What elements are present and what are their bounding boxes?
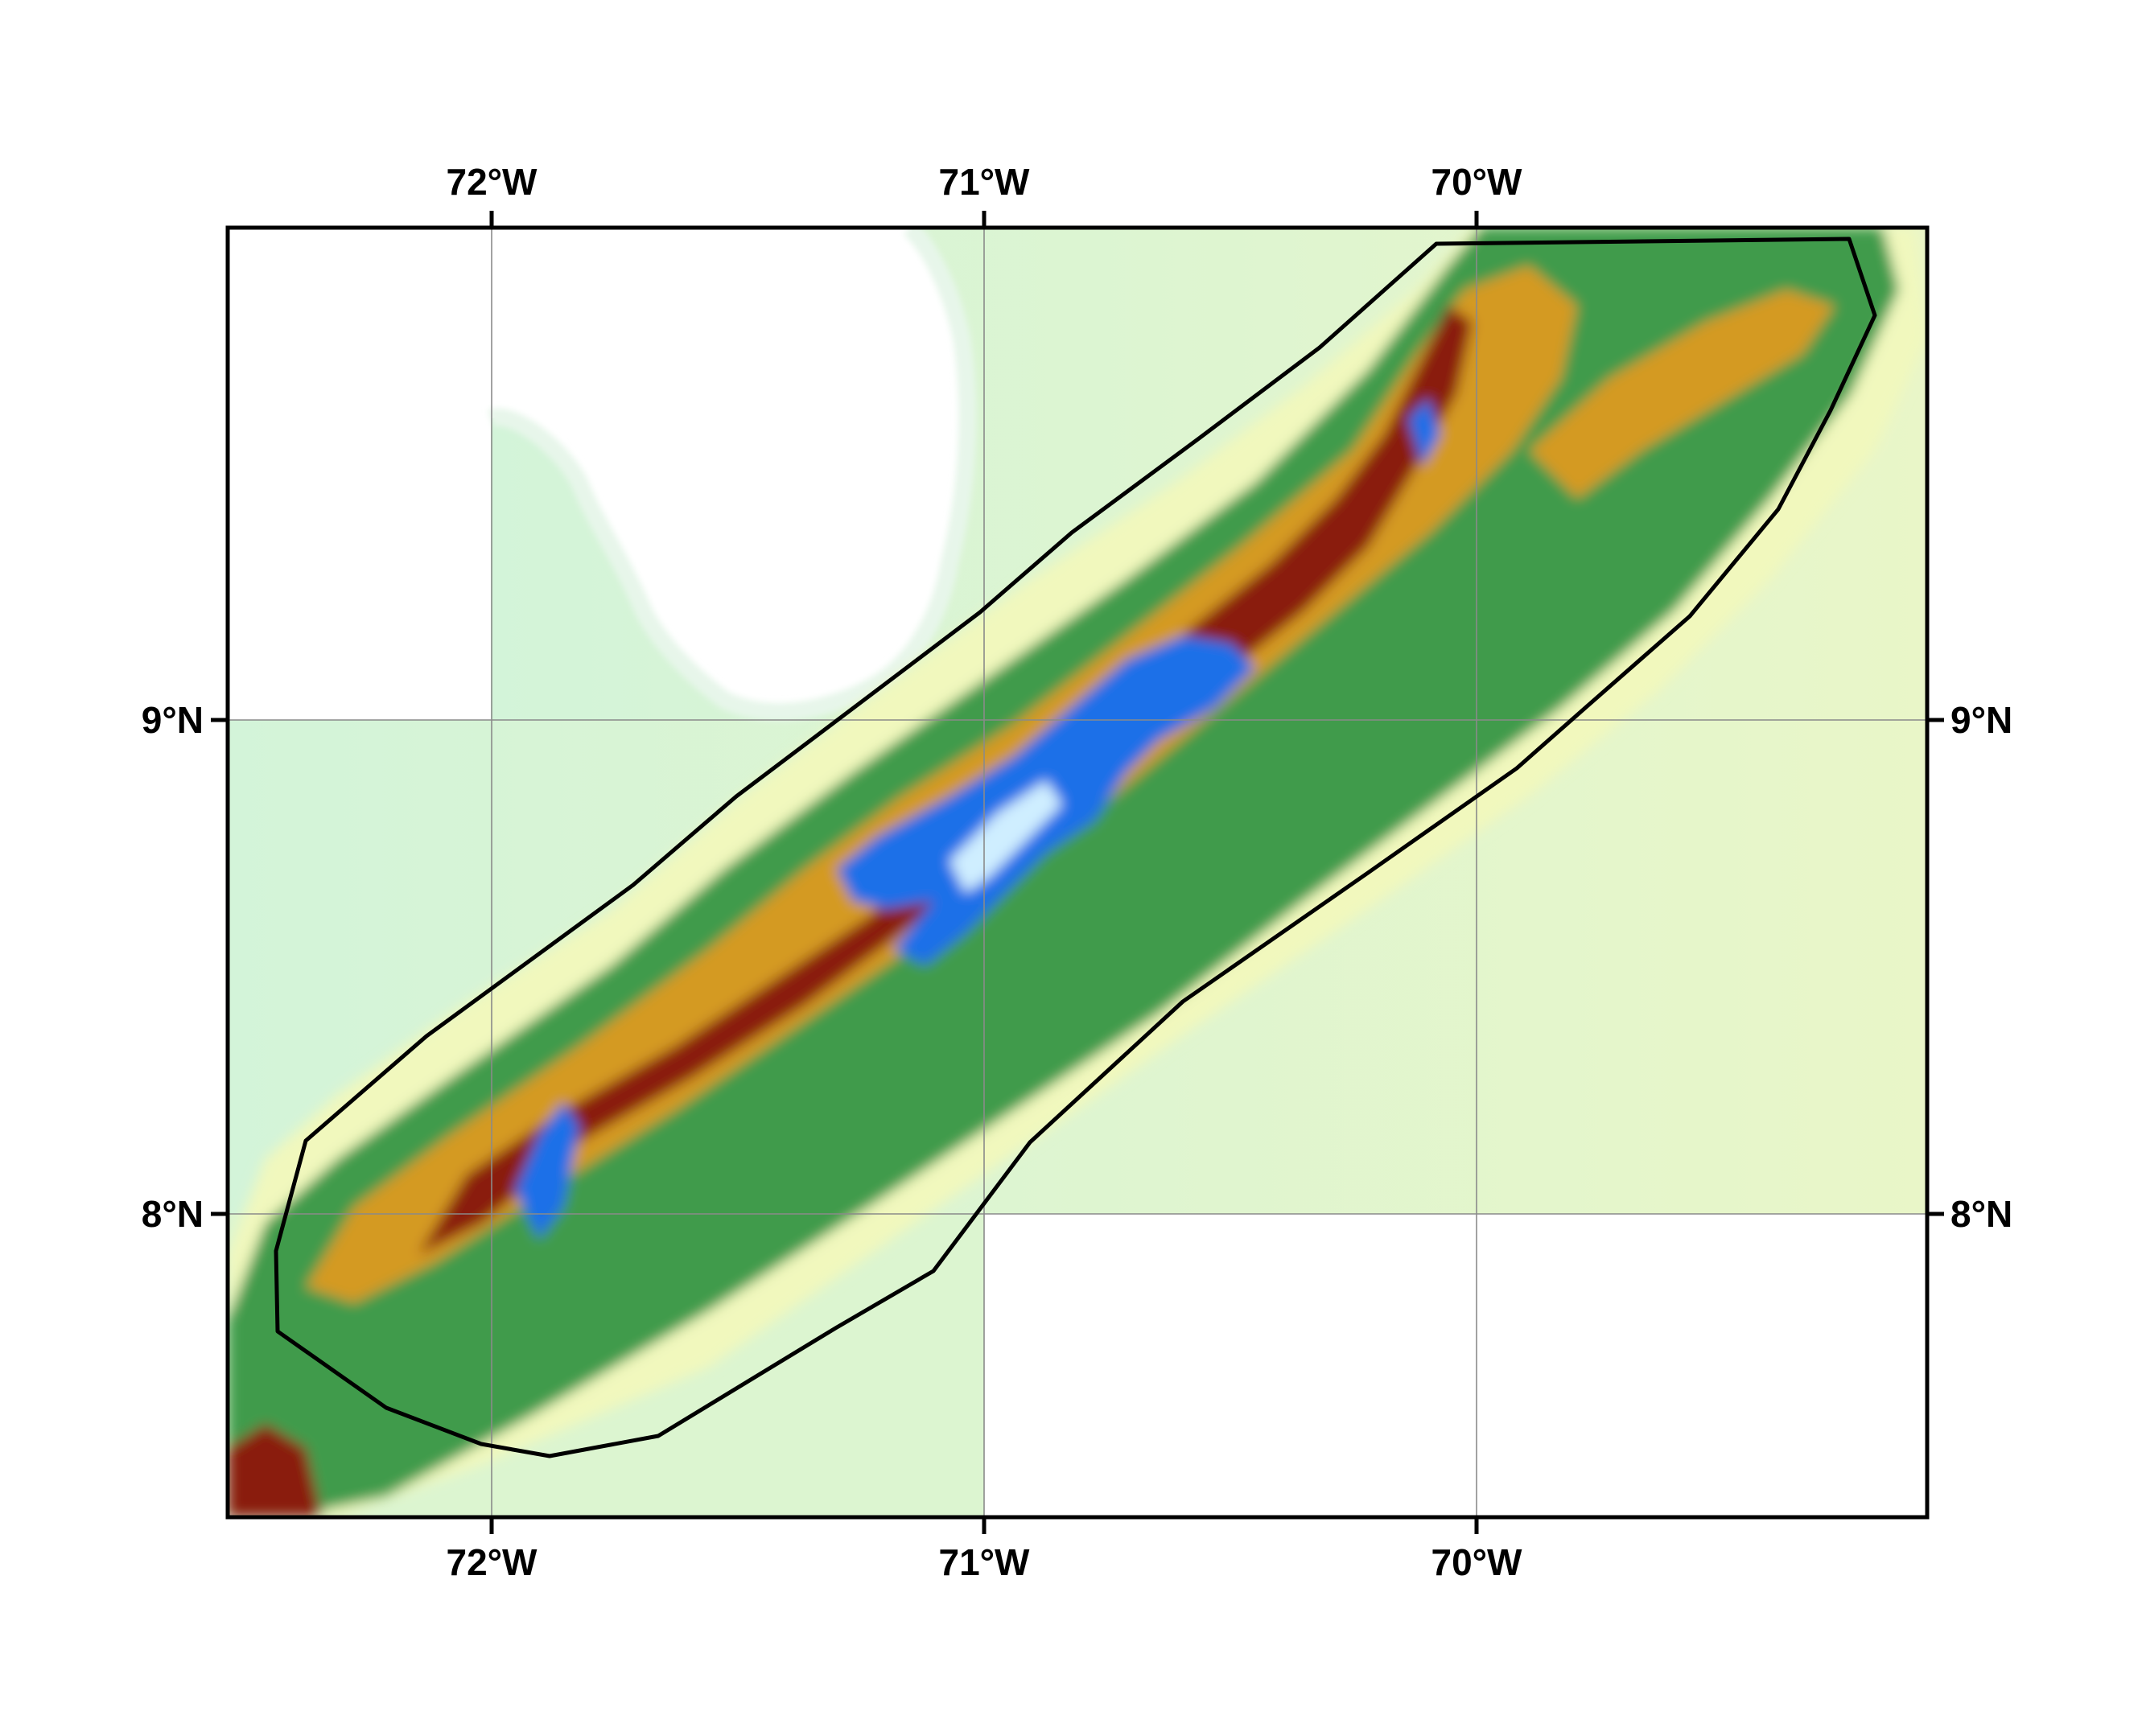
elevation-raster xyxy=(228,228,1927,1517)
tick-marks xyxy=(211,211,1944,1534)
lon-label-bottom-70w: 70°W xyxy=(1431,1541,1523,1583)
lat-label-right-9n: 9°N xyxy=(1950,699,2012,741)
lat-label-left-8n: 8°N xyxy=(142,1193,204,1235)
lat-label-right-8n: 8°N xyxy=(1950,1193,2012,1235)
lake-maracaibo xyxy=(491,228,968,712)
map-frame xyxy=(225,225,1930,1520)
lake-shore xyxy=(488,228,977,721)
lon-label-bottom-71w: 71°W xyxy=(939,1541,1031,1583)
relief-band-peaks-ne xyxy=(1408,398,1440,467)
relief-band-hills xyxy=(228,228,1899,1517)
relief-summit xyxy=(949,780,1062,893)
lon-label-top-71w: 71°W xyxy=(939,161,1031,203)
relief-band-slopes xyxy=(306,265,1577,1303)
relief-band-slopes-east xyxy=(1529,290,1835,499)
relief-band-peaks-sw xyxy=(515,1102,579,1239)
study-area-outline xyxy=(274,237,1877,1458)
graticule xyxy=(228,228,1927,1517)
relief-band-high xyxy=(418,306,1473,1255)
relief-band-high-sw xyxy=(228,1424,322,1517)
lat-label-left-9n: 9°N xyxy=(142,699,204,741)
lon-label-bottom-72w: 72°W xyxy=(447,1541,538,1583)
lon-label-top-72w: 72°W xyxy=(447,161,538,203)
lon-label-top-70w: 70°W xyxy=(1431,161,1523,203)
